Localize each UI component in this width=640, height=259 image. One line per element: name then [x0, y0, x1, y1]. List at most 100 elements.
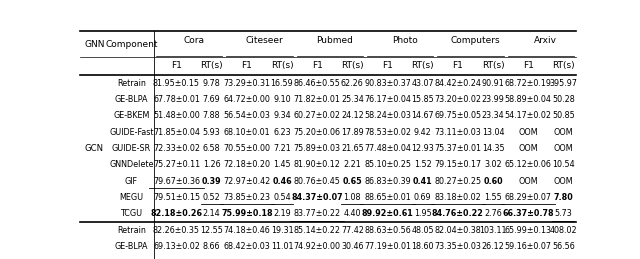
- Text: 2.19: 2.19: [273, 210, 291, 218]
- Text: 19.31: 19.31: [271, 226, 293, 235]
- Text: 52.92±0.00: 52.92±0.00: [153, 258, 200, 259]
- Text: 86.46±0.55: 86.46±0.55: [294, 79, 340, 88]
- Text: 73.35±0.03: 73.35±0.03: [435, 242, 481, 251]
- Text: 7.18: 7.18: [203, 258, 220, 259]
- Text: 0.46: 0.46: [272, 177, 292, 186]
- Text: 13.04: 13.04: [482, 128, 504, 137]
- Text: 2.14: 2.14: [203, 210, 220, 218]
- Text: 21.65: 21.65: [341, 144, 364, 153]
- Text: GE-BKEM: GE-BKEM: [113, 258, 150, 259]
- Text: 11.01: 11.01: [271, 242, 293, 251]
- Text: 9.42: 9.42: [414, 128, 431, 137]
- Text: F1: F1: [382, 61, 393, 70]
- Text: 68.10±0.01: 68.10±0.01: [223, 128, 270, 137]
- Text: 84.37±0.07: 84.37±0.07: [291, 193, 343, 202]
- Text: 74.18±0.46: 74.18±0.46: [223, 226, 270, 235]
- Text: 12.55: 12.55: [200, 226, 223, 235]
- Text: 14.67: 14.67: [412, 111, 434, 120]
- Text: TCGU: TCGU: [120, 210, 143, 218]
- Text: 0.52: 0.52: [203, 193, 221, 202]
- Text: 73.20±0.02: 73.20±0.02: [435, 95, 481, 104]
- Text: 26.12: 26.12: [482, 242, 504, 251]
- Text: 75.20±0.06: 75.20±0.06: [294, 128, 340, 137]
- Text: 4.40: 4.40: [344, 210, 361, 218]
- Text: 66.81±0.01: 66.81±0.01: [294, 258, 340, 259]
- Text: 54.17±0.02: 54.17±0.02: [505, 111, 552, 120]
- Text: 56.54±0.03: 56.54±0.03: [223, 111, 270, 120]
- Text: 10.54: 10.54: [552, 160, 575, 169]
- Text: 50.28: 50.28: [552, 95, 575, 104]
- Text: 6.58: 6.58: [203, 144, 220, 153]
- Text: 65.99±0.13: 65.99±0.13: [505, 226, 552, 235]
- Text: 90.83±0.37: 90.83±0.37: [364, 79, 411, 88]
- Text: Citeseer: Citeseer: [246, 37, 284, 45]
- Text: 81.90±0.12: 81.90±0.12: [294, 160, 340, 169]
- Text: 9.10: 9.10: [273, 95, 291, 104]
- Text: F1: F1: [312, 61, 323, 70]
- Text: 73.11±0.03: 73.11±0.03: [435, 128, 481, 137]
- Text: 1.52: 1.52: [414, 160, 431, 169]
- Text: 59.16±0.07: 59.16±0.07: [505, 242, 552, 251]
- Text: 0.65: 0.65: [342, 177, 362, 186]
- Text: 68.72±0.19: 68.72±0.19: [505, 79, 552, 88]
- Text: 69.21±0.00: 69.21±0.00: [435, 258, 481, 259]
- Text: 72.18±0.20: 72.18±0.20: [223, 160, 270, 169]
- Text: 17.68: 17.68: [412, 258, 434, 259]
- Text: 81.95±0.15: 81.95±0.15: [153, 79, 200, 88]
- Text: GE-BLPA: GE-BLPA: [115, 95, 148, 104]
- Text: 17.89: 17.89: [341, 128, 364, 137]
- Text: 72.97±0.42: 72.97±0.42: [223, 177, 271, 186]
- Text: 14.35: 14.35: [482, 144, 504, 153]
- Text: 7.80: 7.80: [554, 193, 573, 202]
- Text: MEGU: MEGU: [119, 193, 143, 202]
- Text: 1.45: 1.45: [273, 160, 291, 169]
- Text: 5.93: 5.93: [203, 128, 221, 137]
- Text: 83.18±0.02: 83.18±0.02: [435, 193, 481, 202]
- Text: 103.11: 103.11: [479, 226, 507, 235]
- Text: 58.24±0.03: 58.24±0.03: [364, 111, 411, 120]
- Text: 89.92±0.61: 89.92±0.61: [362, 210, 413, 218]
- Text: 75.99±0.18: 75.99±0.18: [221, 210, 273, 218]
- Text: OOM: OOM: [518, 144, 538, 153]
- Text: 3.02: 3.02: [484, 160, 502, 169]
- Text: 53.53±0.00: 53.53±0.00: [223, 258, 270, 259]
- Text: OOM: OOM: [554, 144, 573, 153]
- Text: GUIDE-SR: GUIDE-SR: [112, 144, 151, 153]
- Text: 75.89±0.03: 75.89±0.03: [294, 144, 340, 153]
- Text: 73.85±0.23: 73.85±0.23: [223, 193, 270, 202]
- Text: 77.19±0.01: 77.19±0.01: [364, 242, 411, 251]
- Text: 79.67±0.36: 79.67±0.36: [153, 177, 200, 186]
- Text: RT(s): RT(s): [200, 61, 223, 70]
- Text: 60.27±0.02: 60.27±0.02: [294, 111, 340, 120]
- Text: 1.26: 1.26: [203, 160, 220, 169]
- Text: 71.82±0.01: 71.82±0.01: [294, 95, 340, 104]
- Text: RT(s): RT(s): [341, 61, 364, 70]
- Text: Cora: Cora: [184, 37, 205, 45]
- Text: 23.99: 23.99: [481, 95, 504, 104]
- Text: 408.02: 408.02: [550, 226, 577, 235]
- Text: 12.93: 12.93: [412, 144, 434, 153]
- Text: 2.21: 2.21: [344, 160, 361, 169]
- Text: GUIDE-Fast: GUIDE-Fast: [109, 128, 154, 137]
- Text: 85.14±0.22: 85.14±0.22: [294, 226, 340, 235]
- Text: 71.85±0.04: 71.85±0.04: [153, 128, 200, 137]
- Text: 24.86: 24.86: [482, 258, 504, 259]
- Text: 65.12±0.06: 65.12±0.06: [505, 160, 552, 169]
- Text: 88.63±0.56: 88.63±0.56: [364, 226, 411, 235]
- Text: 80.27±0.25: 80.27±0.25: [435, 177, 481, 186]
- Text: 50.85: 50.85: [552, 111, 575, 120]
- Text: 64.72±0.00: 64.72±0.00: [223, 95, 270, 104]
- Text: 10.32: 10.32: [271, 258, 293, 259]
- Text: 0.39: 0.39: [202, 177, 221, 186]
- Text: OOM: OOM: [518, 177, 538, 186]
- Text: RT(s): RT(s): [482, 61, 504, 70]
- Text: 2.76: 2.76: [484, 210, 502, 218]
- Text: 395.97: 395.97: [549, 79, 577, 88]
- Text: OOM: OOM: [554, 128, 573, 137]
- Text: 79.51±0.15: 79.51±0.15: [153, 193, 200, 202]
- Text: 30.46: 30.46: [341, 242, 364, 251]
- Text: 74.92±0.00: 74.92±0.00: [294, 242, 340, 251]
- Text: 68.42±0.03: 68.42±0.03: [223, 242, 270, 251]
- Text: 79.15±0.17: 79.15±0.17: [435, 160, 481, 169]
- Text: 90.91: 90.91: [482, 79, 504, 88]
